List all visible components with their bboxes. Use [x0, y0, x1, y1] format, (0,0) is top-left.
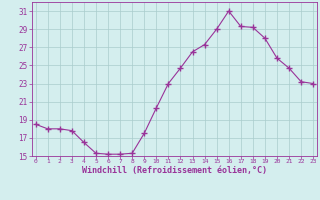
X-axis label: Windchill (Refroidissement éolien,°C): Windchill (Refroidissement éolien,°C) [82, 166, 267, 175]
